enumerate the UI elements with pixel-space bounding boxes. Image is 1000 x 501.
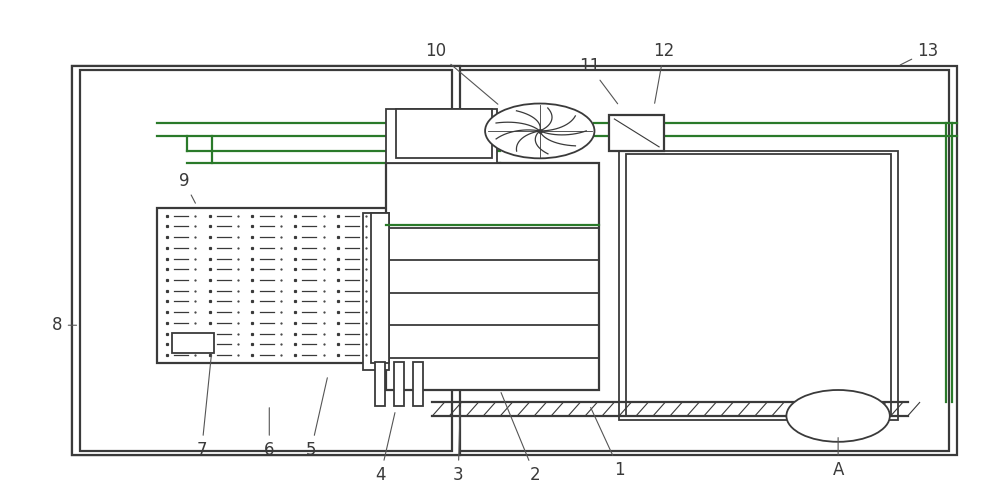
Bar	[396, 109, 492, 158]
Bar	[394, 362, 404, 406]
Text: 9: 9	[179, 172, 195, 203]
Text: 12: 12	[653, 42, 675, 103]
Circle shape	[786, 390, 890, 442]
Text: 13: 13	[900, 42, 938, 65]
Text: 4: 4	[375, 413, 395, 483]
Text: 1: 1	[591, 407, 625, 479]
Bar	[371, 213, 389, 363]
Text: 7: 7	[196, 355, 211, 459]
Text: 11: 11	[579, 57, 618, 104]
Bar	[72, 66, 957, 455]
Bar	[413, 362, 423, 406]
Text: 5: 5	[306, 378, 327, 459]
Text: A: A	[832, 437, 844, 479]
Text: 2: 2	[501, 393, 540, 483]
Bar	[363, 213, 389, 370]
Bar	[609, 115, 664, 151]
Bar	[626, 154, 891, 416]
Bar	[386, 163, 599, 390]
Text: 8: 8	[52, 316, 77, 334]
Bar	[72, 66, 460, 455]
Bar	[386, 109, 497, 163]
Text: 10: 10	[425, 42, 498, 104]
Bar	[80, 70, 949, 451]
Text: 6: 6	[264, 408, 275, 459]
Text: 3: 3	[453, 408, 464, 483]
Bar	[80, 70, 452, 451]
Circle shape	[485, 104, 594, 158]
Bar	[619, 151, 898, 420]
Bar	[172, 333, 214, 353]
Bar	[157, 208, 391, 363]
Bar	[375, 362, 385, 406]
